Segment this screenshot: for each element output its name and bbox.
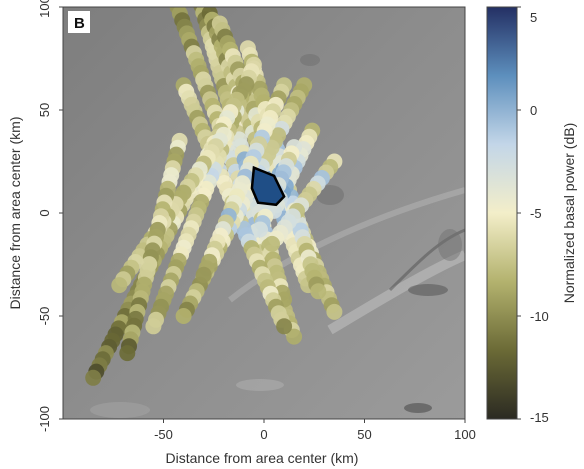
x-tick-label: -50 bbox=[154, 427, 173, 442]
track-sample bbox=[197, 7, 202, 8]
panel-label-box bbox=[68, 11, 90, 33]
track-sample bbox=[85, 369, 102, 386]
x-axis-label: Distance from area center (km) bbox=[166, 450, 359, 466]
track-sample bbox=[276, 318, 293, 335]
track-sample bbox=[264, 235, 280, 252]
y-tick-label: 100 bbox=[37, 0, 52, 18]
ridge-feature bbox=[388, 228, 465, 292]
crater-feature bbox=[408, 284, 448, 296]
y-tick-label: 0 bbox=[37, 209, 52, 216]
x-axis-ticks: -50 0 50 100 bbox=[154, 419, 476, 442]
crater-feature bbox=[404, 403, 432, 413]
track-sample bbox=[252, 221, 268, 238]
track-sample bbox=[145, 318, 162, 335]
track-sample bbox=[119, 345, 136, 362]
colorbar-tick-label: -5 bbox=[530, 206, 542, 221]
map-panel: B bbox=[62, 0, 466, 420]
y-axis-label: Distance from area center (km) bbox=[7, 117, 23, 310]
bright-region-outline bbox=[250, 165, 286, 207]
track-sample bbox=[286, 328, 303, 345]
crater-feature bbox=[438, 229, 462, 261]
crater-feature bbox=[300, 54, 320, 66]
y-tick-label: 50 bbox=[37, 103, 52, 117]
crater-feature bbox=[90, 402, 150, 418]
crater-feature bbox=[236, 379, 284, 391]
x-tick-label: 100 bbox=[454, 427, 476, 442]
colorbar-ticks: 5 0 -5 -10 -15 bbox=[517, 6, 549, 425]
track-sample bbox=[175, 308, 192, 324]
radar-track bbox=[119, 132, 188, 362]
x-tick-label: 0 bbox=[260, 427, 267, 442]
x-tick-label: 50 bbox=[357, 427, 371, 442]
colorbar-tick-label: 0 bbox=[530, 103, 537, 118]
ridge-feature bbox=[327, 250, 465, 335]
colorbar-tick-label: -15 bbox=[530, 410, 549, 425]
track-sample bbox=[326, 303, 343, 320]
ridge-feature bbox=[228, 187, 465, 303]
radar-track bbox=[195, 77, 293, 283]
colorbar-scale bbox=[486, 6, 518, 420]
terrain-features bbox=[90, 54, 465, 418]
colorbar-tick-label: -10 bbox=[530, 309, 549, 324]
track-sample bbox=[190, 0, 206, 1]
colorbar-tick-label: 5 bbox=[530, 10, 537, 25]
panel-label: B bbox=[74, 15, 85, 32]
colorbar: 5 0 -5 -10 -15 Normalized basal power (dB) bbox=[486, 6, 577, 425]
track-sample bbox=[195, 266, 212, 283]
y-tick-label: -100 bbox=[37, 406, 52, 432]
y-tick-label: -50 bbox=[37, 307, 52, 326]
radar-track bbox=[264, 153, 343, 252]
y-axis-ticks: -100 -50 0 50 100 bbox=[37, 0, 63, 432]
crater-feature bbox=[316, 185, 344, 205]
colorbar-label: Normalized basal power (dB) bbox=[561, 123, 577, 304]
track-sample bbox=[111, 277, 128, 294]
track-sample bbox=[310, 283, 327, 300]
